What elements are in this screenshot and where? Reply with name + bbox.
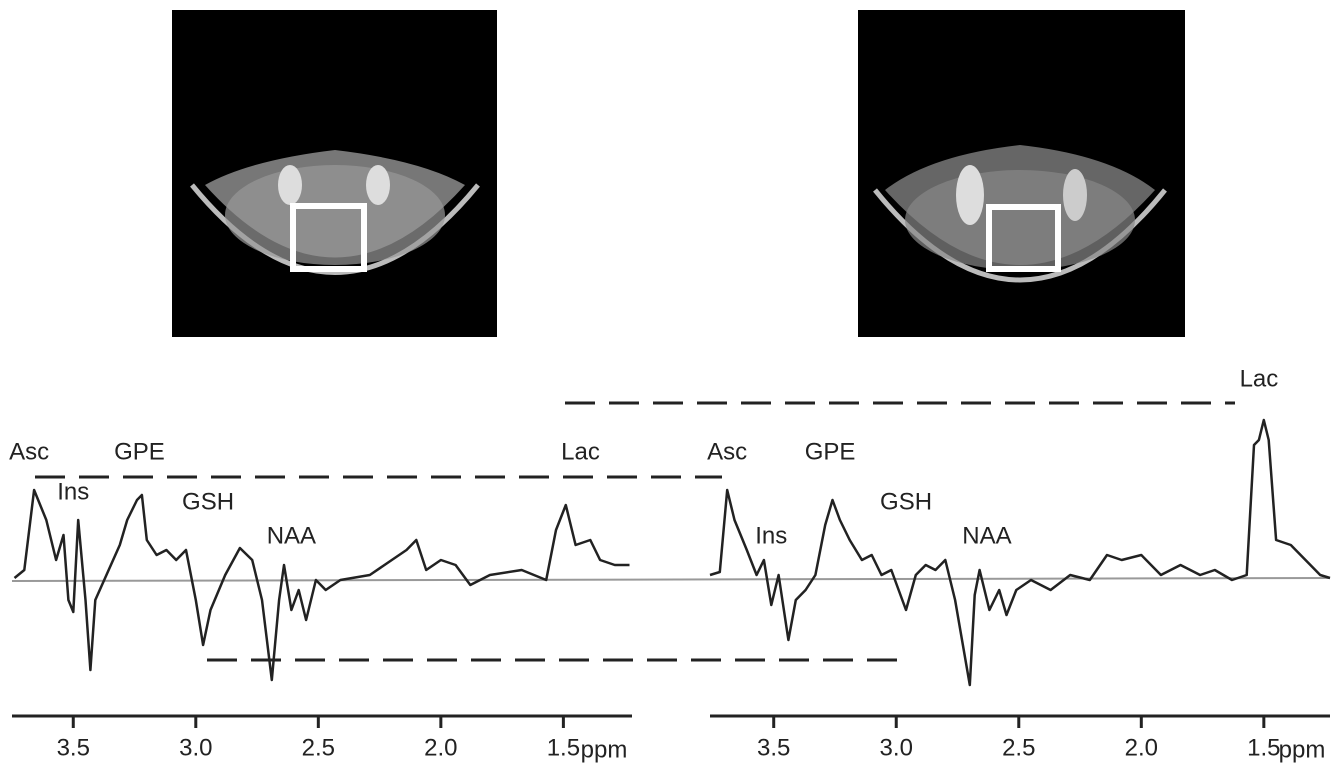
peak-label: Lac	[561, 438, 600, 465]
mri-image-left	[172, 10, 497, 337]
x-tick-label: 1.5	[1247, 734, 1280, 761]
x-tick-label: 2.5	[1002, 734, 1035, 761]
peak-label: GSH	[182, 488, 234, 515]
peak-label: Ins	[57, 478, 89, 505]
peak-label: Lac	[1240, 365, 1279, 392]
baseline	[11, 577, 1331, 582]
x-tick-label: 1.5	[547, 734, 580, 761]
spectrum-line	[709, 418, 1331, 687]
mri-image-right	[858, 10, 1185, 337]
peak-label: NAA	[267, 522, 316, 549]
spectrum-line	[13, 488, 630, 682]
x-axis-label: ppm	[1279, 736, 1326, 763]
x-tick-label: 2.0	[424, 734, 457, 761]
peak-label: GSH	[880, 488, 932, 515]
peak-label: Asc	[707, 438, 747, 465]
peak-label: NAA	[962, 522, 1011, 549]
x-tick-label: 3.0	[179, 734, 212, 761]
peak-label: Ins	[755, 522, 787, 549]
x-tick-label: 2.0	[1125, 734, 1158, 761]
peak-label: GPE	[805, 438, 856, 465]
x-tick-label: 3.5	[757, 734, 790, 761]
x-axis-label: ppm	[581, 736, 628, 763]
x-tick-label: 3.0	[880, 734, 913, 761]
peak-label: GPE	[114, 438, 165, 465]
peak-label: Asc	[9, 438, 49, 465]
x-tick-label: 2.5	[302, 734, 335, 761]
x-tick-label: 3.5	[57, 734, 90, 761]
